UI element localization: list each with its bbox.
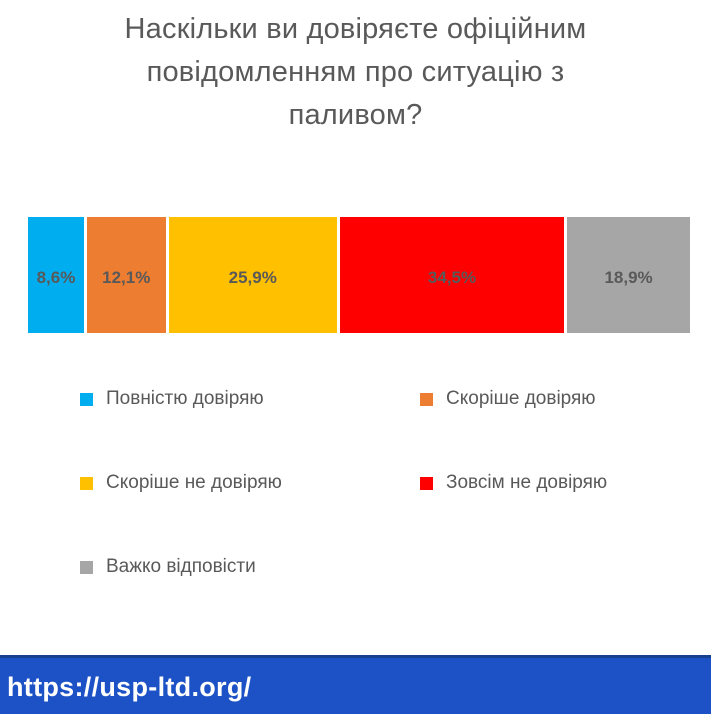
- bar-segment-4: 34,5%: [336, 217, 565, 333]
- legend-swatch-icon: [80, 560, 93, 574]
- bar-segment-value-label: 25,9%: [228, 268, 277, 287]
- chart-title-line-1: Наскільки ви довіряєте офіційним: [124, 13, 587, 45]
- chart-legend: Повністю довіряю Скоріше довіряю Скоріше н…: [80, 388, 711, 640]
- stacked-bar: 8,6% 12,1% 25,9% 34,5% 18,9%: [28, 217, 690, 333]
- legend-swatch-icon: [420, 476, 433, 490]
- bar-segment-value-label: 34,5%: [427, 268, 477, 287]
- legend-item-label: Скоріше довіряю: [446, 388, 596, 409]
- bar-segment-3: 25,9%: [165, 217, 337, 333]
- legend-item-label: Скоріше не довіряю: [106, 472, 282, 493]
- legend-swatch-icon: [80, 392, 93, 406]
- bar-segment-value-label: 18,9%: [604, 268, 653, 287]
- legend-item-4: Зовсім не довіряю: [420, 472, 711, 494]
- legend-item-label: Зовсім не довіряю: [446, 472, 608, 493]
- legend-item-label: Повністю довіряю: [106, 388, 264, 409]
- bar-segment-value-label: 12,1%: [102, 268, 151, 287]
- bar-segment-1: 8,6%: [28, 217, 84, 333]
- legend-item-5: Важко відповісти: [80, 556, 420, 578]
- legend-item-label: Важко відповісти: [106, 556, 256, 577]
- chart-title-line-2: повідомленням про ситуацію з: [146, 56, 565, 88]
- legend-item-1: Повністю довіряю: [80, 388, 420, 410]
- bar-segment-2: 12,1%: [83, 217, 166, 333]
- footer-bar: https://usp-ltd.org/: [0, 655, 711, 714]
- legend-item-3: Скоріше не довіряю: [80, 472, 420, 494]
- source-url: https://usp-ltd.org/: [7, 671, 252, 702]
- legend-item-2: Скоріше довіряю: [420, 388, 711, 410]
- bar-segment-value-label: 8,6%: [36, 268, 76, 287]
- legend-swatch-icon: [80, 476, 93, 490]
- legend-swatch-icon: [420, 392, 433, 406]
- chart-title: Наскільки ви довіряєте офіційним повідом…: [0, 8, 711, 137]
- chart-title-line-3: паливом?: [288, 99, 423, 131]
- bar-segment-5: 18,9%: [564, 217, 690, 333]
